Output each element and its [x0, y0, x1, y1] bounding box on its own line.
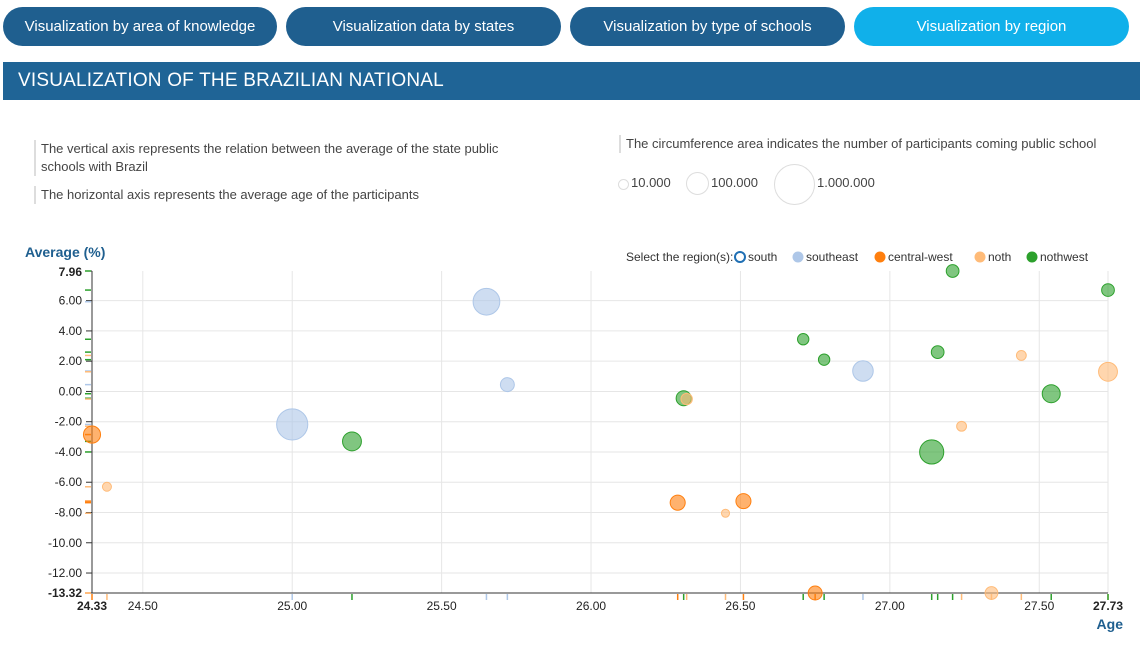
- tab-area-of-knowledge[interactable]: Visualization by area of knowledge: [3, 7, 277, 46]
- data-point-nothwest[interactable]: [342, 431, 362, 452]
- data-point-southeast[interactable]: [472, 287, 501, 316]
- data-point-nothwest[interactable]: [1041, 384, 1061, 404]
- region-label-south: south: [748, 250, 777, 264]
- x-axis-title: Age: [1097, 616, 1124, 632]
- data-point-noth[interactable]: [680, 392, 693, 406]
- y-tick-label: 4.00: [59, 324, 83, 338]
- x-tick-label: 27.50: [1024, 599, 1054, 613]
- data-point-noth[interactable]: [984, 586, 999, 600]
- x-min-label: 24.33: [77, 599, 107, 613]
- data-point-noth[interactable]: [956, 420, 968, 432]
- size-legend-small-label: 10.000: [631, 175, 671, 190]
- region-swatch-noth: [974, 251, 986, 263]
- x-max-label: 27.73: [1093, 599, 1123, 613]
- y-tick-label: -6.00: [55, 475, 83, 489]
- circumference-note: The circumference area indicates the num…: [619, 135, 1126, 153]
- data-point-central-west[interactable]: [669, 494, 686, 511]
- tab-type-of-schools[interactable]: Visualization by type of schools: [570, 7, 845, 46]
- region-label-nothwest: nothwest: [1040, 250, 1089, 264]
- y-tick-label: -8.00: [55, 506, 83, 520]
- x-ticks: 24.50 25.00 25.50 26.00 26.50 27.00 27.50: [128, 599, 1055, 613]
- data-point-noth[interactable]: [720, 508, 731, 518]
- tab-data-by-states[interactable]: Visualization data by states: [286, 7, 561, 46]
- data-point-southeast[interactable]: [499, 377, 515, 393]
- y-max-label: 7.96: [59, 265, 83, 279]
- data-point-nothwest[interactable]: [930, 345, 945, 359]
- region-toggle-southeast[interactable]: southeast: [792, 250, 859, 264]
- data-point-central-west[interactable]: [807, 585, 823, 601]
- region-selector: south southeast central-west noth nothwe…: [734, 250, 1089, 264]
- region-toggle-nothwest[interactable]: nothwest: [1026, 250, 1089, 264]
- data-point-nothwest[interactable]: [817, 353, 831, 366]
- data-point-nothwest[interactable]: [1101, 283, 1115, 297]
- region-toggle-central-west[interactable]: central-west: [874, 250, 954, 264]
- y-tick-label: -12.00: [48, 566, 82, 580]
- data-point-noth[interactable]: [1015, 350, 1027, 361]
- data-point-southeast[interactable]: [276, 408, 309, 441]
- size-legend-large-label: 1.000.000: [817, 175, 875, 190]
- y-tick-label: 0.00: [59, 384, 83, 398]
- data-point-nothwest[interactable]: [945, 264, 960, 278]
- x-tick-label: 24.50: [128, 599, 158, 613]
- region-toggle-noth[interactable]: noth: [974, 250, 1012, 264]
- size-legend-large-circle: [774, 164, 815, 205]
- y-tick-label: 2.00: [59, 354, 83, 368]
- data-point-noth[interactable]: [101, 481, 112, 492]
- x-tick-label: 26.50: [725, 599, 755, 613]
- region-label-noth: noth: [988, 250, 1011, 264]
- region-swatch-southeast: [792, 251, 804, 263]
- data-point-central-west[interactable]: [735, 493, 752, 510]
- y-tick-label: -4.00: [55, 445, 83, 459]
- data-point-nothwest[interactable]: [919, 439, 945, 465]
- region-label-southeast: southeast: [806, 250, 859, 264]
- tab-by-region[interactable]: Visualization by region: [854, 7, 1129, 46]
- y-min-label: -13.32: [48, 586, 82, 600]
- region-swatch-central-west: [874, 251, 886, 263]
- x-tick-label: 25.00: [277, 599, 307, 613]
- y-tick-label: 6.00: [59, 294, 83, 308]
- size-legend-small-circle: [618, 179, 629, 190]
- data-point-noth[interactable]: [1098, 361, 1118, 382]
- y-axis-title: Average (%): [25, 244, 105, 260]
- region-label-central-west: central-west: [888, 250, 953, 264]
- axes: 7.96 -13.32 24.33 27.73: [48, 265, 1123, 613]
- rug-marks: [85, 270, 1109, 600]
- horizontal-axis-note: The horizontal axis represents the avera…: [34, 186, 521, 204]
- x-tick-label: 26.00: [576, 599, 606, 613]
- region-toggle-south[interactable]: south: [734, 250, 777, 264]
- x-tick-label: 27.00: [875, 599, 905, 613]
- data-point-nothwest[interactable]: [797, 333, 810, 346]
- y-tick-label: -10.00: [48, 536, 82, 550]
- vertical-axis-note: The vertical axis represents the relatio…: [34, 140, 521, 176]
- y-tick-label: -2.00: [55, 415, 83, 429]
- tab-bar: Visualization by area of knowledge Visua…: [0, 0, 1140, 56]
- region-swatch-south: [734, 251, 746, 263]
- size-legend-medium-label: 100.000: [711, 175, 758, 190]
- data-point-central-west[interactable]: [82, 425, 102, 444]
- data-point-southeast[interactable]: [852, 360, 874, 382]
- grid-lines: [92, 271, 1109, 593]
- region-swatch-nothwest: [1026, 251, 1038, 263]
- size-legend-medium-circle: [686, 172, 709, 195]
- data-points: [82, 264, 1118, 601]
- page-title: VISUALIZATION OF THE BRAZILIAN NATIONAL: [3, 62, 1140, 100]
- region-selector-label: Select the region(s):: [626, 250, 733, 264]
- x-tick-label: 25.50: [427, 599, 457, 613]
- y-ticks: 6.00 4.00 2.00 0.00 -2.00 -4.00 -6.00 -8.00 -10.…: [48, 294, 92, 580]
